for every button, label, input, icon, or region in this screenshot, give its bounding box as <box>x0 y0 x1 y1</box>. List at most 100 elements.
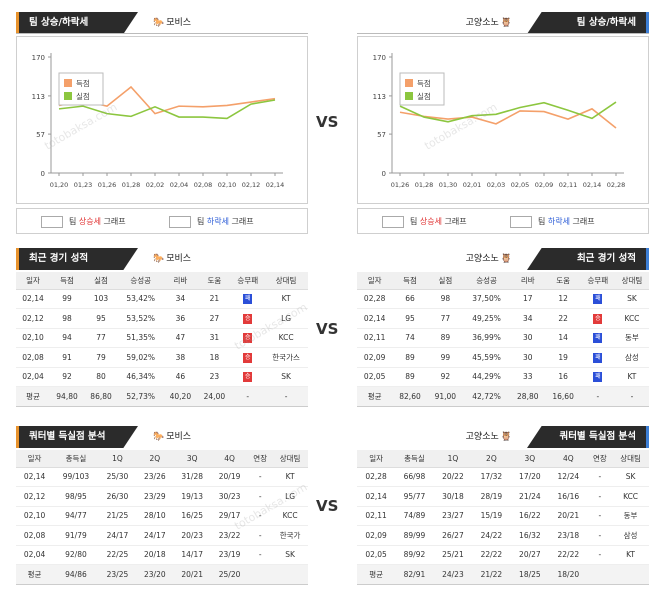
x-tick-label: 02,03 <box>487 181 506 189</box>
cell-pct: 59,02% <box>118 347 164 368</box>
cell-res: 승 <box>231 347 265 368</box>
cell-opp: 77 <box>427 308 464 329</box>
cell-q3: 21/24 <box>510 486 550 507</box>
cell-vs: SK <box>272 545 308 565</box>
cell-ast: 18 <box>197 347 232 368</box>
quarter-header-right: 쿼터별 득실점 분석 고양소노 🦉 <box>357 426 649 448</box>
column-header: 득점 <box>392 272 428 290</box>
cell-date: 02,14 <box>357 486 396 507</box>
cell-tot: 94/77 <box>53 506 99 526</box>
trend-panel-left: 팀 상승/하락세 🐎 모비스 0 57 113 170 01,20 01,23 01,26 01… <box>16 12 308 234</box>
cell-vs: KCC <box>264 328 308 348</box>
cell-ot: - <box>587 467 613 487</box>
cell-q1: 20/22 <box>433 467 473 487</box>
cell-opp: 91,00 <box>427 386 464 407</box>
team-logo-icon: 🐎 <box>153 18 165 28</box>
y-tick-label: 170 <box>32 54 45 62</box>
cell-pct: 45,59% <box>463 347 511 368</box>
cell-vs <box>272 564 308 585</box>
x-tick-label: 01,28 <box>122 181 141 189</box>
cell-tot: 82/91 <box>395 564 434 585</box>
legend-label: 실점 <box>76 91 90 101</box>
cell-res: 승 <box>231 328 265 348</box>
cell-vs: LG <box>264 308 308 329</box>
cell-opp: 103 <box>84 289 119 309</box>
cell-tot: 94/86 <box>53 564 99 585</box>
table-row: 02,12 98 95 53,52% 36 27 승 LG <box>16 308 308 329</box>
trend-chart-svg-left: 0 57 113 170 01,20 01,23 01,26 01,28 02,02 02,04 0… <box>32 53 284 189</box>
x-tick-label: 02,14 <box>583 181 602 189</box>
column-header: 상대팀 <box>272 450 308 468</box>
table-header-row: 일자 득점 실점 승성공 리바 도움 승무패 상대팀 <box>357 272 649 290</box>
cell-tot: 99/103 <box>53 467 99 487</box>
cell-vs: KCC <box>612 486 649 507</box>
cell-date: 02,10 <box>16 328 51 348</box>
column-header: 실점 <box>84 272 119 290</box>
legend-swatch <box>64 92 72 100</box>
cell-q2: 23/29 <box>136 486 174 507</box>
cell-vs: KCC <box>614 308 649 329</box>
cell-res: 승 <box>580 308 615 329</box>
rise-legend: 팀 상승세 그래프 <box>382 215 467 229</box>
column-header: 상대팀 <box>612 450 649 468</box>
cell-date: 02,04 <box>16 545 54 565</box>
trend-header-left: 팀 상승/하락세 🐎 모비스 <box>16 12 308 34</box>
recent-panel-left: 최근 경기 성적 🐎 모비스 일자 득점 실점 승성공 리바 도움 승무패 상대팀 02,14 9… <box>16 248 308 407</box>
cell-q1: 25/30 <box>98 467 137 487</box>
cell-pct: 42,72% <box>463 386 511 407</box>
cell-q4: 18/20 <box>549 564 588 585</box>
column-header: 도움 <box>197 272 232 290</box>
column-header: 4Q <box>549 450 588 468</box>
cell-tot: 89/92 <box>395 545 434 565</box>
table-row: 02,28 66 98 37,50% 17 12 패 SK <box>357 289 649 309</box>
cell-res: 패 <box>580 328 615 348</box>
quarter-title-left: 쿼터별 득실점 분석 <box>16 426 138 448</box>
cell-q3: 14/17 <box>173 545 211 565</box>
cell-q3: 16/32 <box>510 525 550 546</box>
cell-reb: 34 <box>163 289 198 309</box>
cell-tot: 92/80 <box>53 545 99 565</box>
x-tick-label: 01,26 <box>391 181 410 189</box>
win-badge: 승 <box>593 313 603 324</box>
cell-vs: SK <box>264 367 308 387</box>
cell-date: 02,28 <box>357 467 396 487</box>
cell-q1: 30/18 <box>433 486 473 507</box>
cell-res: - <box>580 386 615 407</box>
cell-label: 평균 <box>357 564 396 585</box>
cell-date: 02,12 <box>16 486 54 507</box>
cell-q2: 20/18 <box>136 545 174 565</box>
cell-vs: KT <box>264 289 308 309</box>
quarter-title-right: 쿼터별 득실점 분석 <box>527 426 649 448</box>
column-header: 상대팀 <box>614 272 649 290</box>
cell-vs: SK <box>614 289 649 309</box>
column-header: 상대팀 <box>264 272 308 290</box>
y-tick-label: 57 <box>377 131 386 139</box>
column-header: 승성공 <box>118 272 164 290</box>
cell-res: 패 <box>580 347 615 368</box>
cell-q1: 23/25 <box>98 564 137 585</box>
legend-swatch <box>405 92 413 100</box>
cell-date: 02,11 <box>357 506 396 526</box>
cell-pct: 51,35% <box>118 328 164 348</box>
table-row: 02,11 74 89 36,99% 30 14 패 동부 <box>357 328 649 348</box>
trend-chart-right: 0 57 113 170 01,26 01,28 01,30 02,01 02,03 02,05 0… <box>357 36 649 204</box>
x-tick-label: 02,09 <box>535 181 554 189</box>
cell-pct: 46,34% <box>118 367 164 387</box>
recent-panel-right: 최근 경기 성적 고양소노 🦉 일자 득점 실점 승성공 리바 도움 승무패 상대팀 02,28… <box>357 248 649 407</box>
cell-opp: 80 <box>84 367 119 387</box>
column-header: 승성공 <box>463 272 511 290</box>
cell-pts: 92 <box>50 367 85 387</box>
cell-ot: - <box>587 506 613 526</box>
team-name-right: 고양소노 🦉 <box>465 18 512 28</box>
chart-axes: 0 57 113 170 01,26 01,28 01,30 02,01 02,03 02,05 0… <box>373 53 625 189</box>
cell-q3: 18/25 <box>510 564 550 585</box>
vs-label-2: VS <box>316 320 339 338</box>
cell-q1: 22/25 <box>98 545 137 565</box>
y-tick-label: 0 <box>382 170 386 178</box>
x-tick-label: 02,12 <box>242 181 261 189</box>
vs-label-3: VS <box>316 497 339 515</box>
table-row: 02,09 89/99 26/27 24/22 16/32 23/18- 삼성 <box>357 525 649 546</box>
cell-q4: 16/16 <box>549 486 588 507</box>
quarter-header-left: 쿼터별 득실점 분석 🐎 모비스 <box>16 426 308 448</box>
column-header: 도움 <box>545 272 581 290</box>
